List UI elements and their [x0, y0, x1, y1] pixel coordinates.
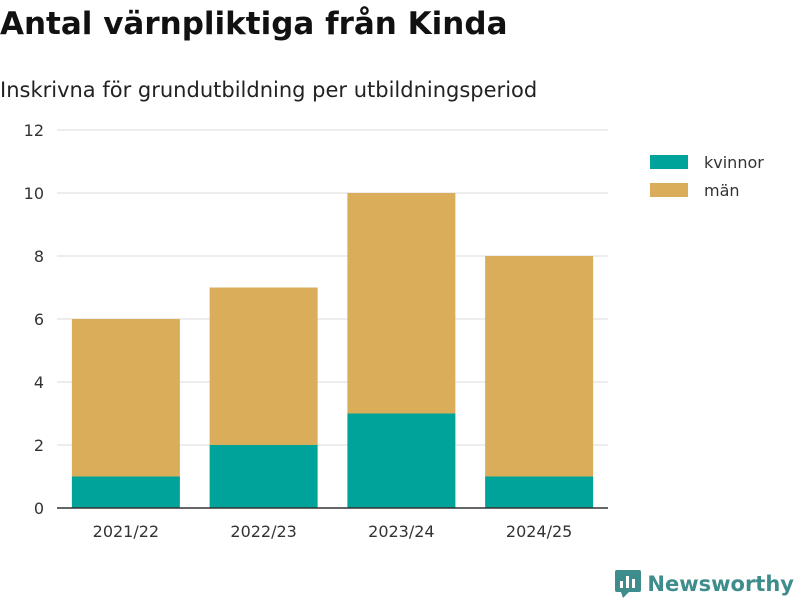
bar-kvinnor[interactable] — [485, 476, 594, 509]
y-tick-label: 8 — [34, 247, 44, 266]
y-tick-label: 12 — [24, 121, 44, 140]
bar-man[interactable] — [71, 319, 180, 477]
newsworthy-logo-icon — [615, 570, 642, 598]
x-tick-label: 2024/25 — [506, 522, 572, 541]
legend-label-kvinnor: kvinnor — [704, 152, 764, 172]
y-tick-label: 4 — [34, 373, 44, 392]
legend-label-man: män — [704, 180, 740, 200]
chart-title: Antal värnpliktiga från Kinda — [0, 6, 508, 42]
y-tick-label: 6 — [34, 310, 44, 329]
brand-name: Newsworthy — [647, 572, 794, 596]
y-tick-label: 10 — [24, 184, 44, 203]
legend-swatch-man — [650, 183, 688, 197]
x-tick-label: 2023/24 — [368, 522, 434, 541]
legend-swatch-kvinnor — [650, 155, 688, 169]
y-tick-label: 0 — [34, 499, 44, 518]
bar-man[interactable] — [209, 287, 318, 446]
bar-kvinnor[interactable] — [347, 413, 456, 509]
legend-item-man[interactable]: män — [650, 176, 764, 204]
bars — [71, 193, 594, 509]
chart-subtitle: Inskrivna för grundutbildning per utbild… — [0, 78, 538, 102]
axes: 0 2 4 6 8 10 12 2021/22 2022/23 2023/24 2024/25 — [24, 121, 608, 541]
bar-kvinnor[interactable] — [209, 445, 318, 508]
x-tick-label: 2021/22 — [93, 522, 159, 541]
legend-item-kvinnor[interactable]: kvinnor — [650, 148, 764, 176]
x-tick-label: 2022/23 — [230, 522, 296, 541]
y-tick-label: 2 — [34, 436, 44, 455]
bar-man[interactable] — [485, 256, 594, 477]
bar-man[interactable] — [347, 193, 456, 414]
legend: kvinnor män — [650, 148, 764, 204]
newsworthy-brand[interactable]: Newsworthy — [615, 570, 794, 598]
bar-kvinnor[interactable] — [71, 476, 180, 509]
